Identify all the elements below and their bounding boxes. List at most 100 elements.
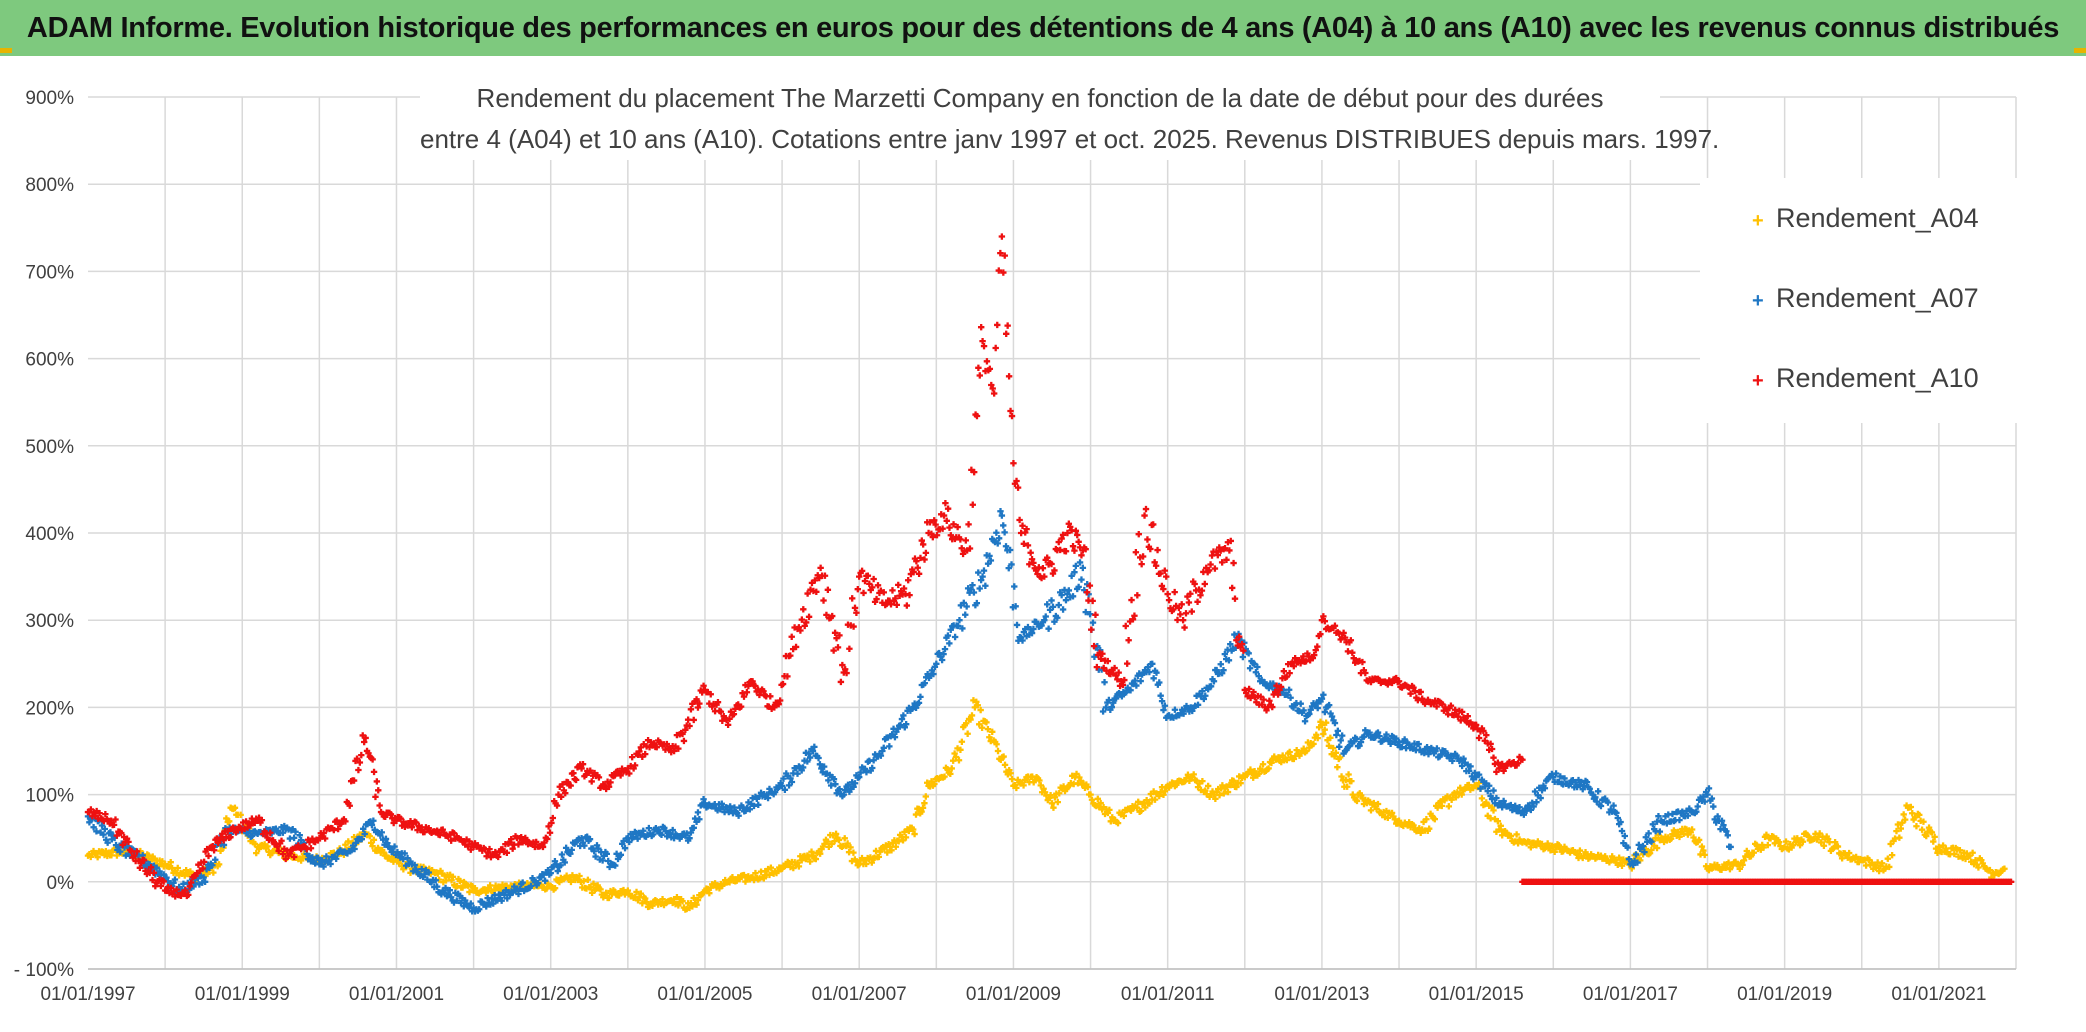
data-point: [160, 878, 167, 885]
data-point: [1300, 707, 1307, 714]
data-point: [314, 837, 322, 844]
data-point: [1008, 412, 1016, 420]
data-point: [1024, 542, 1032, 549]
data-point: [802, 619, 810, 626]
data-point: [1089, 597, 1096, 605]
data-point: [1157, 570, 1164, 577]
data-point: [220, 837, 227, 844]
data-point: [182, 887, 189, 894]
x-tick-label: 01/01/2009: [966, 984, 1061, 1005]
data-point: [337, 820, 345, 827]
data-point: [626, 838, 633, 846]
data-point: [1604, 799, 1612, 806]
data-point: [696, 700, 703, 707]
data-point: [1150, 675, 1157, 682]
data-point: [924, 779, 931, 786]
data-point: [1488, 745, 1496, 753]
data-point: [687, 706, 695, 713]
data-point: [1537, 794, 1544, 802]
data-point: [1122, 622, 1129, 630]
data-point: [359, 732, 366, 739]
data-point: [98, 822, 106, 829]
data-point: [875, 853, 883, 861]
data-point: [1610, 802, 1617, 809]
data-point: [1161, 702, 1169, 709]
data-point: [806, 754, 814, 761]
data-point: [421, 828, 428, 836]
data-point: [1131, 612, 1138, 619]
data-point: [659, 896, 666, 903]
data-point: [947, 532, 955, 539]
data-point: [1583, 778, 1591, 786]
data-point: [1372, 734, 1379, 741]
data-point: [1601, 853, 1609, 860]
data-point: [440, 889, 448, 896]
data-point: [1516, 804, 1523, 811]
data-point: [939, 525, 946, 532]
data-point: [1058, 535, 1065, 542]
data-point: [1089, 619, 1097, 626]
data-point: [1265, 765, 1272, 772]
data-point: [1353, 797, 1361, 805]
data-point: [1831, 838, 1839, 846]
data-point: [593, 842, 601, 849]
data-point: [1579, 785, 1586, 793]
data-point: [805, 750, 812, 757]
data-point: [404, 854, 411, 862]
data-point: [706, 889, 713, 897]
data-point: [1701, 798, 1708, 805]
data-point: [1896, 834, 1903, 841]
data-point: [1344, 648, 1352, 655]
data-point: [951, 750, 958, 757]
data-point: [1700, 793, 1707, 800]
data-point: [998, 233, 1006, 240]
data-point: [1705, 785, 1713, 792]
data-point: [1445, 803, 1453, 810]
data-point: [900, 712, 907, 719]
data-point: [1434, 804, 1441, 811]
data-point: [599, 857, 606, 864]
data-point: [1878, 860, 1886, 867]
corner-decoration: [0, 48, 12, 53]
data-point: [251, 840, 259, 848]
data-point: [212, 856, 219, 863]
data-point: [844, 781, 852, 788]
data-point: [1740, 857, 1748, 864]
data-point: [980, 567, 988, 574]
data-point: [345, 838, 352, 845]
plot-points: [84, 233, 2015, 915]
data-point: [986, 552, 993, 560]
data-point: [947, 626, 954, 633]
data-point: [1312, 646, 1319, 654]
data-point: [1225, 657, 1233, 664]
data-point: [1656, 828, 1664, 835]
data-point: [986, 734, 993, 741]
data-point: [673, 893, 681, 901]
data-point: [346, 802, 353, 809]
data-point: [1171, 588, 1178, 596]
data-point: [993, 741, 1000, 748]
data-point: [587, 884, 594, 891]
data-point: [1653, 844, 1661, 852]
data-point: [352, 839, 360, 847]
data-point: [1012, 603, 1019, 610]
data-point: [515, 890, 522, 898]
data-point: [495, 891, 503, 898]
data-point: [1198, 587, 1206, 594]
data-point: [992, 344, 999, 352]
data-point: [823, 611, 830, 619]
data-point: [356, 759, 364, 766]
data-point: [1189, 707, 1196, 715]
data-point: [397, 815, 404, 822]
data-point: [1999, 866, 2007, 873]
data-point: [906, 591, 913, 599]
data-point: [1191, 580, 1198, 588]
data-point: [600, 781, 607, 788]
data-point: [1259, 761, 1267, 768]
data-point: [1615, 854, 1623, 861]
data-point: [1317, 718, 1324, 726]
data-point: [1578, 778, 1585, 786]
data-point: [553, 802, 561, 809]
data-point: [237, 811, 244, 819]
data-point: [1618, 862, 1626, 869]
